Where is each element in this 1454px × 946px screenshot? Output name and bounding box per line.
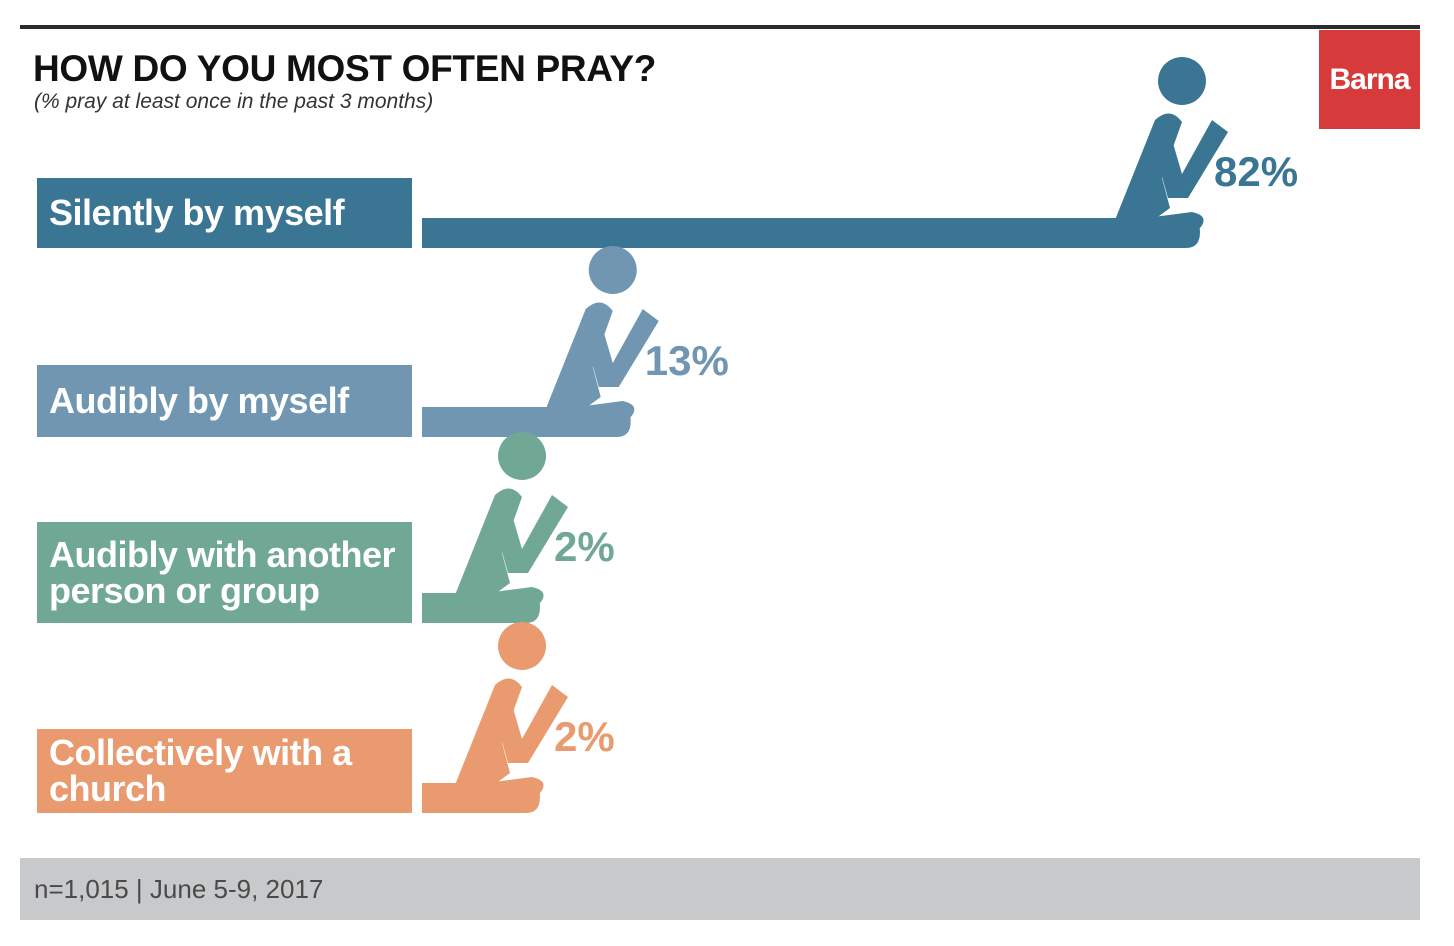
footer: n=1,015 | June 5-9, 2017 (20, 858, 1420, 920)
bar-silently-by-myself (422, 57, 1228, 248)
category-label-line: church (49, 768, 167, 809)
category-label-line: Collectively with a (49, 732, 352, 773)
chart-subtitle: (% pray at least once in the past 3 mont… (34, 90, 434, 113)
bar-fill (422, 218, 1200, 248)
value-label: 82% (1214, 148, 1299, 195)
category-label-collectively-with-a-church: Collectively with a church (37, 729, 412, 813)
top-rule (20, 25, 1420, 29)
category-label-silently-by-myself: Silently by myself (37, 178, 412, 248)
category-label-text: Audibly with another person or group (49, 533, 396, 611)
value-label: 2% (554, 713, 615, 760)
category-label-text: Audibly by myself (49, 383, 349, 419)
kneeling-prayer-figure-icon (1115, 57, 1228, 240)
value-label: 2% (554, 523, 615, 570)
category-label-audibly-by-myself: Audibly by myself (37, 365, 412, 437)
category-label-line: Audibly with another (49, 533, 396, 575)
value-label: 13% (644, 337, 729, 384)
category-label-line: Audibly by myself (49, 380, 349, 421)
category-label-audibly-with-another-person-or-group: Audibly with another person or group (37, 522, 412, 623)
kneeling-prayer-figure-icon (455, 622, 568, 805)
kneeling-prayer-figure-icon (455, 432, 568, 615)
category-label-line: Silently by myself (49, 192, 345, 233)
bar-audibly-with-another-person-or-group (422, 432, 568, 623)
sample-note: n=1,015 | June 5-9, 2017 (34, 874, 324, 904)
bar-collectively-with-a-church (422, 622, 568, 813)
kneeling-prayer-figure-icon (545, 246, 659, 429)
category-label-text: Silently by myself (49, 192, 345, 233)
category-label-text: Collectively with a church (49, 735, 352, 807)
bar-audibly-by-myself (422, 246, 659, 437)
category-label-line: person or group (49, 569, 320, 611)
chart-title: HOW DO YOU MOST OFTEN PRAY? (33, 48, 656, 89)
barna-logo: Barna (1319, 30, 1420, 129)
